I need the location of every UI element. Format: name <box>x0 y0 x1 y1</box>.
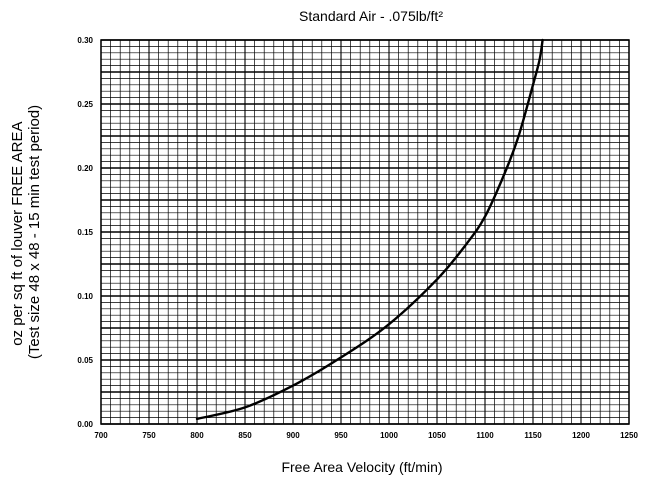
x-tick-label: 1250 <box>620 431 638 440</box>
x-tick-label: 950 <box>334 431 348 440</box>
x-tick-label: 850 <box>238 431 252 440</box>
chart-title: Standard Air - .075lb/ft² <box>299 8 443 24</box>
x-tick-label: 700 <box>94 431 108 440</box>
x-tick-label: 1050 <box>428 431 446 440</box>
y-axis-label-line-2: (Test size 48 x 48 - 15 min test period) <box>26 105 43 359</box>
y-tick-label: 0.10 <box>77 292 93 301</box>
y-tick-label: 0.30 <box>77 36 93 45</box>
y-tick-label: 0.05 <box>77 356 93 365</box>
x-tick-label: 900 <box>286 431 300 440</box>
x-tick-label: 1150 <box>524 431 542 440</box>
y-tick-label: 0.25 <box>77 100 93 109</box>
series-line <box>195 38 544 421</box>
y-axis-label-line-1: oz per sq ft of louver FREE AREA <box>9 122 26 346</box>
y-tick-labels: 0.00 0.05 0.10 0.15 0.20 0.25 0.30 <box>77 36 93 429</box>
x-tick-label: 1200 <box>572 431 590 440</box>
x-tick-label: 1100 <box>476 431 494 440</box>
x-tick-label: 800 <box>190 431 204 440</box>
x-axis-label: Free Area Velocity (ft/min) <box>281 459 442 475</box>
x-tick-label: 750 <box>142 431 156 440</box>
y-tick-label: 0.00 <box>77 420 93 429</box>
plot-frame <box>100 39 630 425</box>
y-axis-label: oz per sq ft of louver FREE AREA (Test s… <box>9 105 43 359</box>
x-tick-label: 1000 <box>380 431 398 440</box>
y-tick-label: 0.15 <box>77 228 93 237</box>
x-tick-labels: 700 750 800 850 900 950 1000 1050 1100 1150 1200 12… <box>94 431 638 440</box>
y-tick-label: 0.20 <box>77 164 93 173</box>
